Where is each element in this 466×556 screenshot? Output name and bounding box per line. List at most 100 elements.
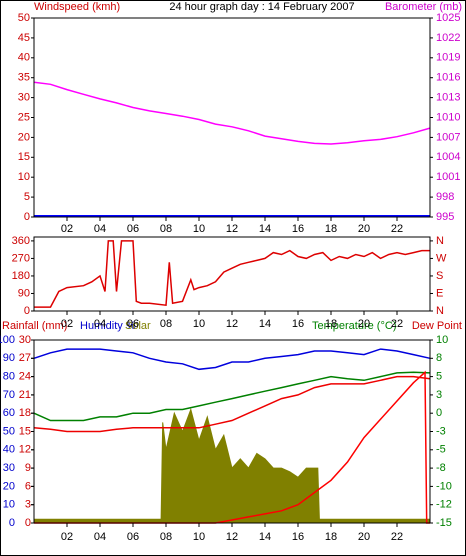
y2-tick-label: 3	[436, 389, 442, 401]
y3-tick-label: 24	[19, 371, 31, 383]
y-tick-label: 270	[12, 252, 30, 264]
y2-tick-label: 1019	[436, 52, 460, 64]
y2-tick-label: 1004	[436, 151, 460, 163]
y-tick-label: 80	[3, 371, 15, 383]
y2-tick-label: -8	[436, 462, 446, 474]
y3-tick-label: 27	[19, 352, 31, 364]
y-axis-title: Windspeed (kmh)	[34, 1, 120, 13]
x-tick-label: 02	[61, 531, 73, 543]
x-tick-label: 04	[94, 531, 106, 543]
x-tick-label: 04	[94, 318, 106, 330]
y3-tick-label: 15	[19, 425, 31, 437]
y2-tick-label: 5	[436, 371, 442, 383]
series-line	[34, 370, 430, 524]
y-tick-label: 50	[18, 12, 30, 24]
y2-axis-title: Barometer (mb)	[385, 1, 462, 13]
y2-tick-label: 8	[436, 352, 442, 364]
x-tick-label: 08	[160, 531, 172, 543]
y3-tick-label: 21	[19, 389, 31, 401]
y2-tick-label: 1016	[436, 72, 460, 84]
x-tick-label: 18	[325, 318, 337, 330]
y-tick-label: 0	[24, 211, 30, 223]
x-tick-label: 20	[358, 223, 370, 235]
y3-tick-label: 9	[25, 462, 31, 474]
y-tick-label: 35	[18, 72, 30, 84]
y3-tick-label: 0	[25, 517, 31, 529]
y2-tick-label: 0	[436, 407, 442, 419]
x-tick-label: 12	[226, 318, 238, 330]
y2-tick-label: -10	[436, 480, 452, 492]
y-tick-label: 90	[3, 352, 15, 364]
y-tick-label: 40	[3, 444, 15, 456]
x-tick-label: 20	[358, 318, 370, 330]
x-tick-label: 08	[160, 318, 172, 330]
y2-tick-label: N	[436, 305, 444, 317]
y3-tick-label: 3	[25, 499, 31, 511]
x-tick-label: 16	[292, 223, 304, 235]
legend-solar: Solar	[125, 320, 151, 332]
y2-tick-label: 998	[436, 191, 454, 203]
x-tick-label: 22	[391, 223, 403, 235]
legend-rain: Rainfall (mm)	[2, 320, 67, 332]
y3-tick-label: 30	[19, 334, 31, 346]
x-tick-label: 14	[259, 223, 271, 235]
x-tick-label: 06	[127, 531, 139, 543]
y-tick-label: 70	[3, 389, 15, 401]
y2-tick-label: -3	[436, 425, 446, 437]
y2-tick-label: 1010	[436, 111, 460, 123]
y2-tick-label: S	[436, 270, 443, 282]
x-tick-label: 22	[391, 531, 403, 543]
y-tick-label: 10	[3, 499, 15, 511]
x-tick-label: 18	[325, 223, 337, 235]
legend-dewpoint: Dew Point	[412, 320, 462, 332]
y-tick-label: 10	[18, 171, 30, 183]
x-tick-label: 08	[160, 223, 172, 235]
x-tick-label: 02	[61, 223, 73, 235]
y2-tick-label: 1007	[436, 131, 460, 143]
x-tick-label: 18	[325, 531, 337, 543]
x-tick-label: 12	[226, 531, 238, 543]
y-tick-label: 100	[0, 334, 15, 346]
y2-tick-label: -15	[436, 517, 452, 529]
y3-tick-label: 18	[19, 407, 31, 419]
chart-title: 24 hour graph day : 14 February 2007	[169, 1, 354, 13]
series-line	[33, 371, 431, 422]
x-tick-label: 10	[193, 223, 205, 235]
y-tick-label: 5	[24, 191, 30, 203]
y-tick-label: 180	[12, 270, 30, 282]
y2-tick-label: 10	[436, 334, 448, 346]
x-tick-label: 06	[127, 318, 139, 330]
y-tick-label: 20	[3, 480, 15, 492]
y2-tick-label: -5	[436, 444, 446, 456]
legend-humidity: Humidity %	[80, 320, 136, 332]
y-tick-label: 30	[3, 462, 15, 474]
series-line	[34, 240, 430, 308]
series-line	[33, 81, 431, 145]
solar-area	[33, 407, 431, 524]
y3-tick-label: 6	[25, 480, 31, 492]
x-tick-label: 14	[259, 318, 271, 330]
x-tick-label: 02	[61, 318, 73, 330]
y-tick-label: 0	[24, 305, 30, 317]
y2-tick-label: -12	[436, 499, 452, 511]
y2-tick-label: 1025	[436, 12, 460, 24]
y2-tick-label: E	[436, 287, 443, 299]
y-tick-label: 60	[3, 407, 15, 419]
legend-temperature: Temperature (°C)	[312, 320, 396, 332]
y2-tick-label: N	[436, 235, 444, 247]
x-tick-label: 10	[193, 318, 205, 330]
x-tick-label: 22	[391, 318, 403, 330]
y2-tick-label: 1022	[436, 32, 460, 44]
y-tick-label: 360	[12, 235, 30, 247]
y3-tick-label: 12	[19, 444, 31, 456]
series-line	[33, 348, 431, 371]
y-tick-label: 40	[18, 52, 30, 64]
y-tick-label: 20	[18, 131, 30, 143]
x-tick-label: 20	[358, 531, 370, 543]
y-tick-label: 90	[18, 287, 30, 299]
x-tick-label: 06	[127, 223, 139, 235]
x-tick-label: 14	[259, 531, 271, 543]
y-tick-label: 15	[18, 151, 30, 163]
y-tick-label: 30	[18, 92, 30, 104]
